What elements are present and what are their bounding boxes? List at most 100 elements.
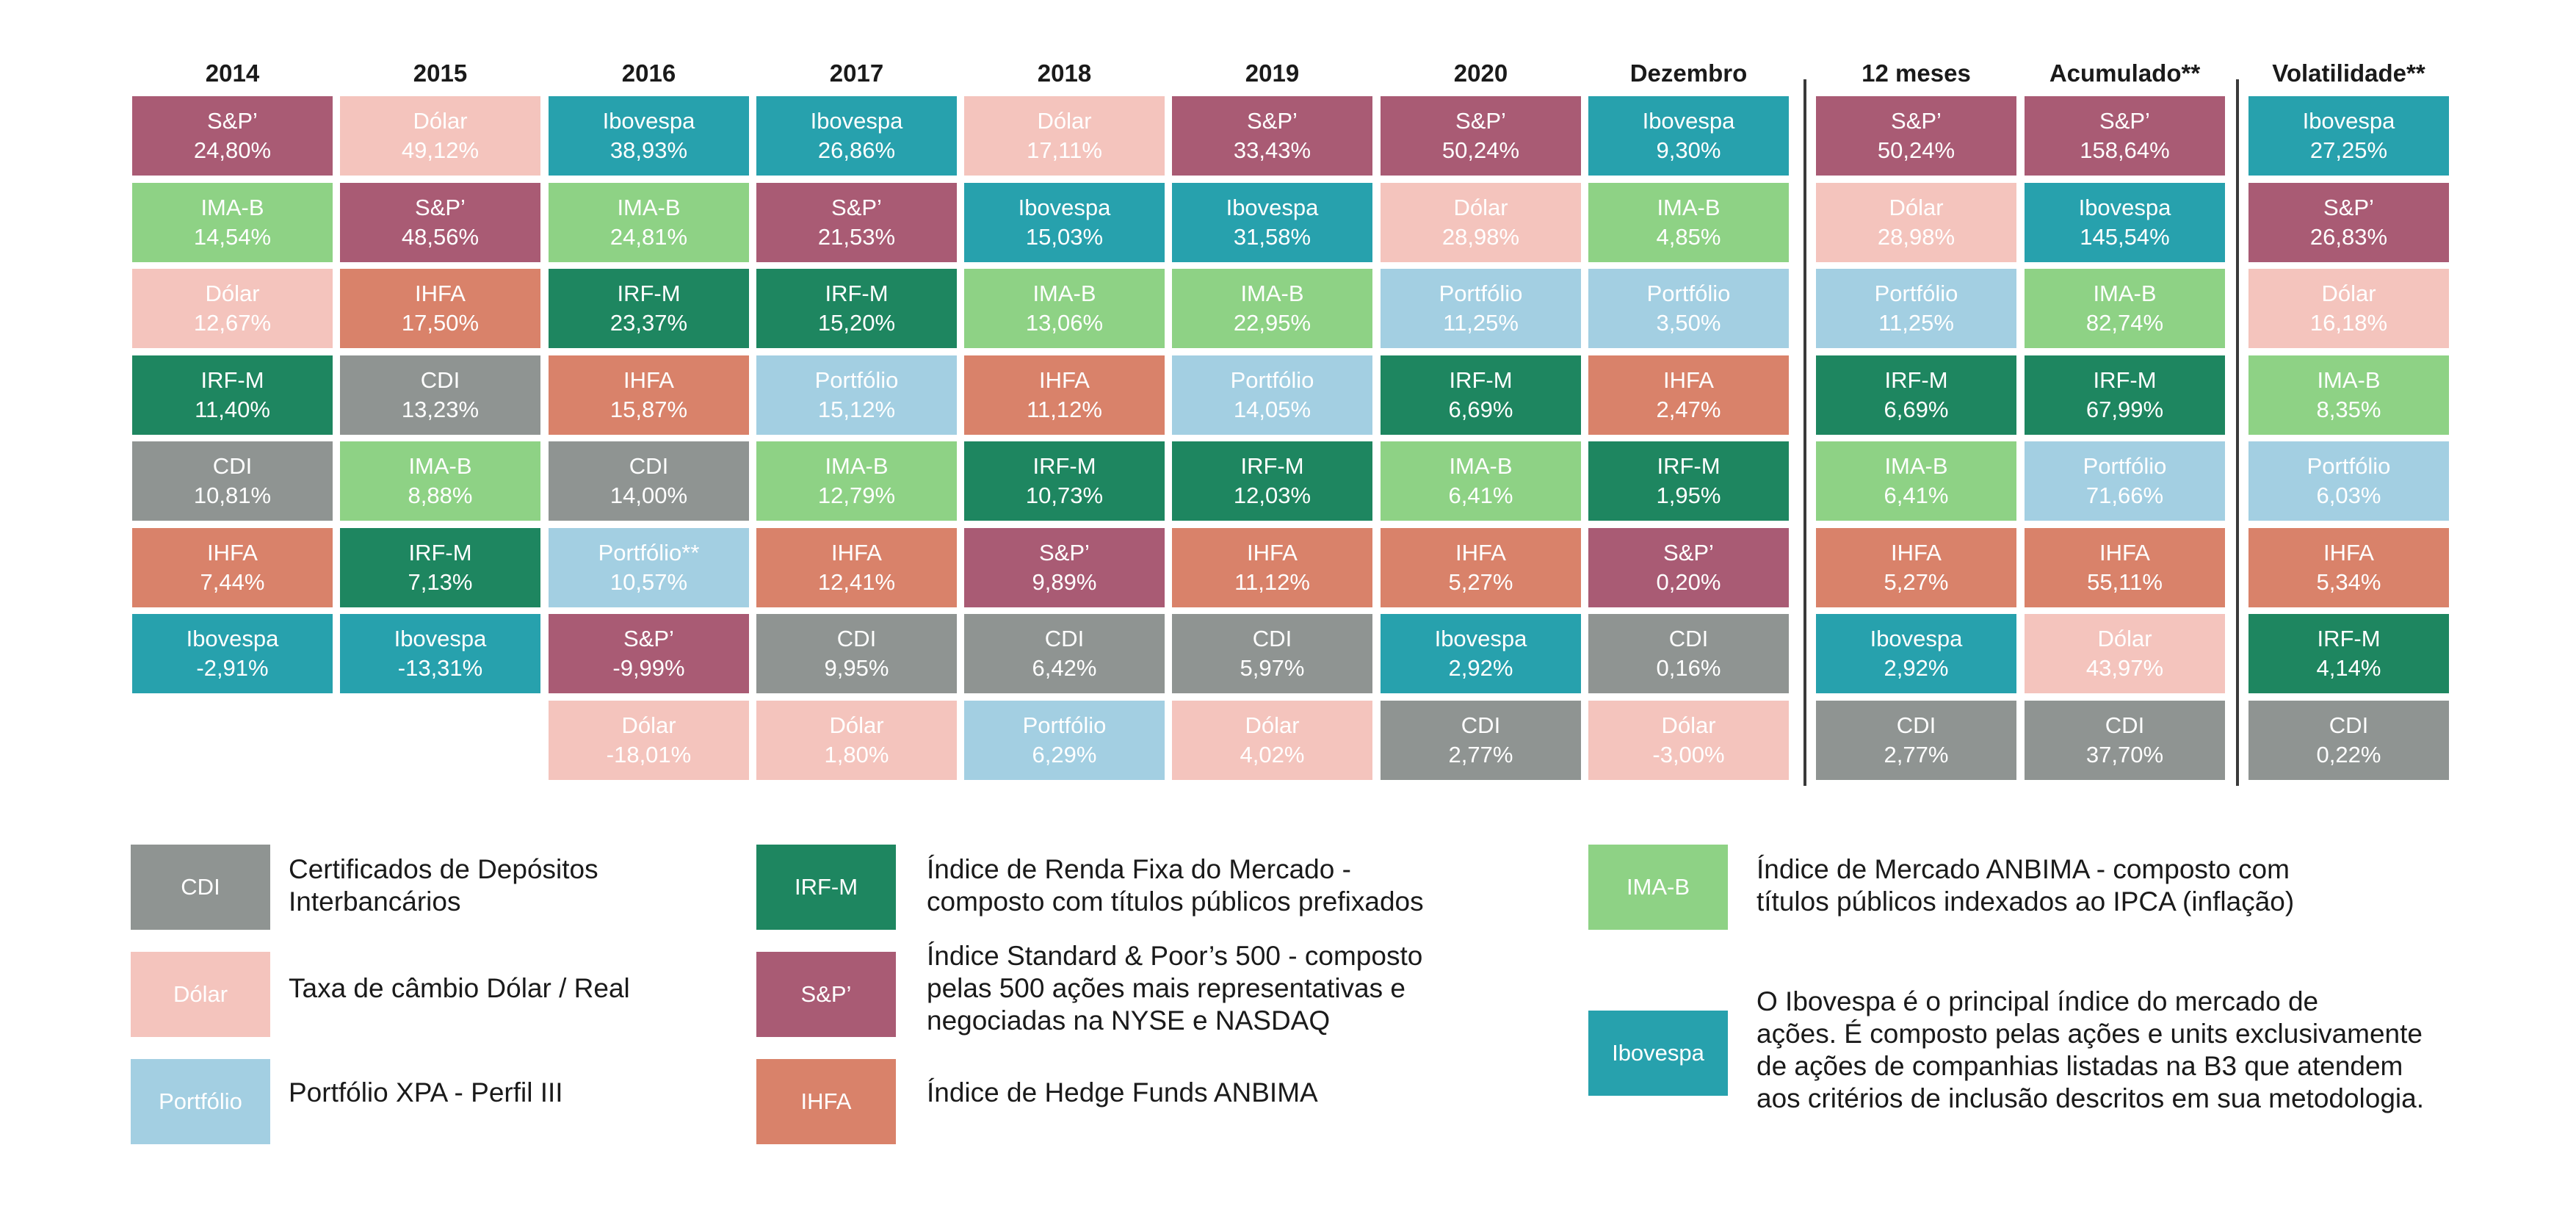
cell-s-p-2019: S&P’ 33,43% <box>1172 96 1372 176</box>
cell-portf-lio-2019: Portfólio 14,05% <box>1172 355 1372 435</box>
cell-value-label: 15,12% <box>817 397 896 422</box>
cell-value-label: 2,92% <box>1884 655 1949 681</box>
cell-asset-label: S&P’ <box>2323 195 2374 220</box>
cell-portf-lio-2020: Portfólio 11,25% <box>1381 269 1581 348</box>
cell-value-label: 12,41% <box>817 569 896 595</box>
cell-asset-label: Dólar <box>2321 281 2376 306</box>
legend-description-line: ações. É composto pelas ações e units ex… <box>1756 1019 2423 1049</box>
cell-asset-label: S&P’ <box>831 195 882 220</box>
column-header-2014: 2014 <box>205 59 260 87</box>
cell-value-label: 22,95% <box>1233 310 1311 336</box>
legend-description-line: Portfólio XPA - Perfil III <box>289 1077 563 1108</box>
legend-description-s-p: Índice Standard & Poor’s 500 - composto p… <box>927 940 1422 1037</box>
legend-swatch-portf-lio: Portfólio <box>131 1059 270 1144</box>
cell-ihfa-2017: IHFA 12,41% <box>756 528 957 607</box>
cell-ibovespa-2020: Ibovespa 2,92% <box>1381 614 1581 693</box>
legend-description-portf-lio: Portfólio XPA - Perfil III <box>289 1077 563 1109</box>
cell-value-label: 6,41% <box>1884 483 1949 508</box>
cell-ibovespa-dezembro: Ibovespa 9,30% <box>1588 96 1789 176</box>
cell-value-label: 0,16% <box>1656 655 1721 681</box>
legend-description-line: Índice de Renda Fixa do Mercado - <box>927 854 1351 884</box>
cell-asset-label: S&P’ <box>1455 108 1506 134</box>
cell-asset-label: IRF-M <box>1240 453 1304 479</box>
cell-portf-lio-2016: Portfólio** 10,57% <box>549 528 749 607</box>
cell-cdi-volatilidade: CDI 0,22% <box>2248 701 2449 780</box>
cell-asset-label: S&P’ <box>1039 540 1090 566</box>
column-header-2018: 2018 <box>1037 59 1092 87</box>
cell-value-label: -3,00% <box>1652 742 1725 767</box>
cell-asset-label: IHFA <box>623 367 674 393</box>
cell-value-label: 12,03% <box>1233 483 1311 508</box>
legend-description-irf-m: Índice de Renda Fixa do Mercado - compost… <box>927 853 1424 918</box>
cell-asset-label: Portfólio <box>1874 281 1958 306</box>
cell-ima-b-2019: IMA-B 22,95% <box>1172 269 1372 348</box>
cell-asset-label: IRF-M <box>1884 367 1948 393</box>
cell-ibovespa-2017: Ibovespa 26,86% <box>756 96 957 176</box>
legend-description-line: composto com títulos públicos prefixados <box>927 886 1424 917</box>
cell-s-p-2017: S&P’ 21,53% <box>756 183 957 262</box>
cell-ihfa-dezembro: IHFA 2,47% <box>1588 355 1789 435</box>
cell-asset-label: Portfólio <box>814 367 899 393</box>
cell-s-p-dezembro: S&P’ 0,20% <box>1588 528 1789 607</box>
cell-asset-label: CDI <box>629 453 669 479</box>
cell-asset-label: Ibovespa <box>1642 108 1735 134</box>
cell-value-label: 12,67% <box>193 310 272 336</box>
cell-value-label: 11,25% <box>1443 310 1519 336</box>
cell-asset-label: IMA-B <box>2317 367 2381 393</box>
cell-ima-b-2017: IMA-B 12,79% <box>756 441 957 521</box>
cell-asset-label: IHFA <box>207 540 258 566</box>
cell-value-label: 5,97% <box>1240 655 1305 681</box>
legend-swatch-cdi: CDI <box>131 845 270 930</box>
cell-asset-label: S&P’ <box>1663 540 1714 566</box>
cell-portf-lio-12-meses: Portfólio 11,25% <box>1816 269 2016 348</box>
cell-s-p-12-meses: S&P’ 50,24% <box>1816 96 2016 176</box>
cell-asset-label: S&P’ <box>623 626 674 651</box>
legend-description-line: negociadas na NYSE e NASDAQ <box>927 1005 1331 1036</box>
legend-swatch-ihfa: IHFA <box>756 1059 896 1144</box>
column-header-2016: 2016 <box>621 59 676 87</box>
cell-value-label: 48,56% <box>401 224 480 250</box>
cell-value-label: 16,18% <box>2309 310 2388 336</box>
cell-asset-label: CDI <box>2105 712 2145 738</box>
cell-value-label: -2,91% <box>196 655 269 681</box>
cell-asset-label: Dólar <box>829 712 884 738</box>
cell-value-label: 50,24% <box>1441 137 1520 163</box>
cell-value-label: 24,81% <box>609 224 688 250</box>
cell-irf-m-12-meses: IRF-M 6,69% <box>1816 355 2016 435</box>
cell-value-label: 6,41% <box>1448 483 1513 508</box>
cell-asset-label: Ibovespa <box>1226 195 1319 220</box>
cell-asset-label: CDI <box>1896 712 1936 738</box>
cell-portf-lio-dezembro: Portfólio 3,50% <box>1588 269 1789 348</box>
cell-ibovespa-2019: Ibovespa 31,58% <box>1172 183 1372 262</box>
cell-asset-label: IMA-B <box>200 195 264 220</box>
cell-irf-m-acumulado: IRF-M 67,99% <box>2025 355 2225 435</box>
cell-s-p-2018: S&P’ 9,89% <box>964 528 1165 607</box>
legend-description-ima-b: Índice de Mercado ANBIMA - composto com t… <box>1756 853 2294 918</box>
cell-asset-label: IMA-B <box>1657 195 1721 220</box>
cell-ihfa-2015: IHFA 17,50% <box>340 269 540 348</box>
cell-cdi-2018: CDI 6,42% <box>964 614 1165 693</box>
cell-value-label: 17,11% <box>1027 137 1102 163</box>
cell-value-label: 1,95% <box>1656 483 1721 508</box>
cell-ihfa-12-meses: IHFA 5,27% <box>1816 528 2016 607</box>
cell-ihfa-2019: IHFA 11,12% <box>1172 528 1372 607</box>
cell-ibovespa-2018: Ibovespa 15,03% <box>964 183 1165 262</box>
cell-asset-label: Ibovespa <box>2078 195 2171 220</box>
cell-value-label: 5,27% <box>1448 569 1513 595</box>
cell-d-lar-volatilidade: Dólar 16,18% <box>2248 269 2449 348</box>
cell-asset-label: Ibovespa <box>810 108 903 134</box>
cell-asset-label: IMA-B <box>1240 281 1304 306</box>
cell-asset-label: CDI <box>1668 626 1709 651</box>
cell-asset-label: CDI <box>1461 712 1501 738</box>
cell-asset-label: S&P’ <box>207 108 258 134</box>
cell-value-label: 11,12% <box>1234 569 1310 595</box>
cell-value-label: 67,99% <box>2085 397 2164 422</box>
cell-ihfa-2014: IHFA 7,44% <box>132 528 333 607</box>
cell-ihfa-volatilidade: IHFA 5,34% <box>2248 528 2449 607</box>
cell-value-label: 6,03% <box>2316 483 2381 508</box>
cell-value-label: 27,25% <box>2309 137 2388 163</box>
cell-value-label: 12,79% <box>817 483 896 508</box>
cell-asset-label: Dólar <box>2097 626 2152 651</box>
cell-cdi-2014: CDI 10,81% <box>132 441 333 521</box>
cell-value-label: 0,20% <box>1656 569 1721 595</box>
